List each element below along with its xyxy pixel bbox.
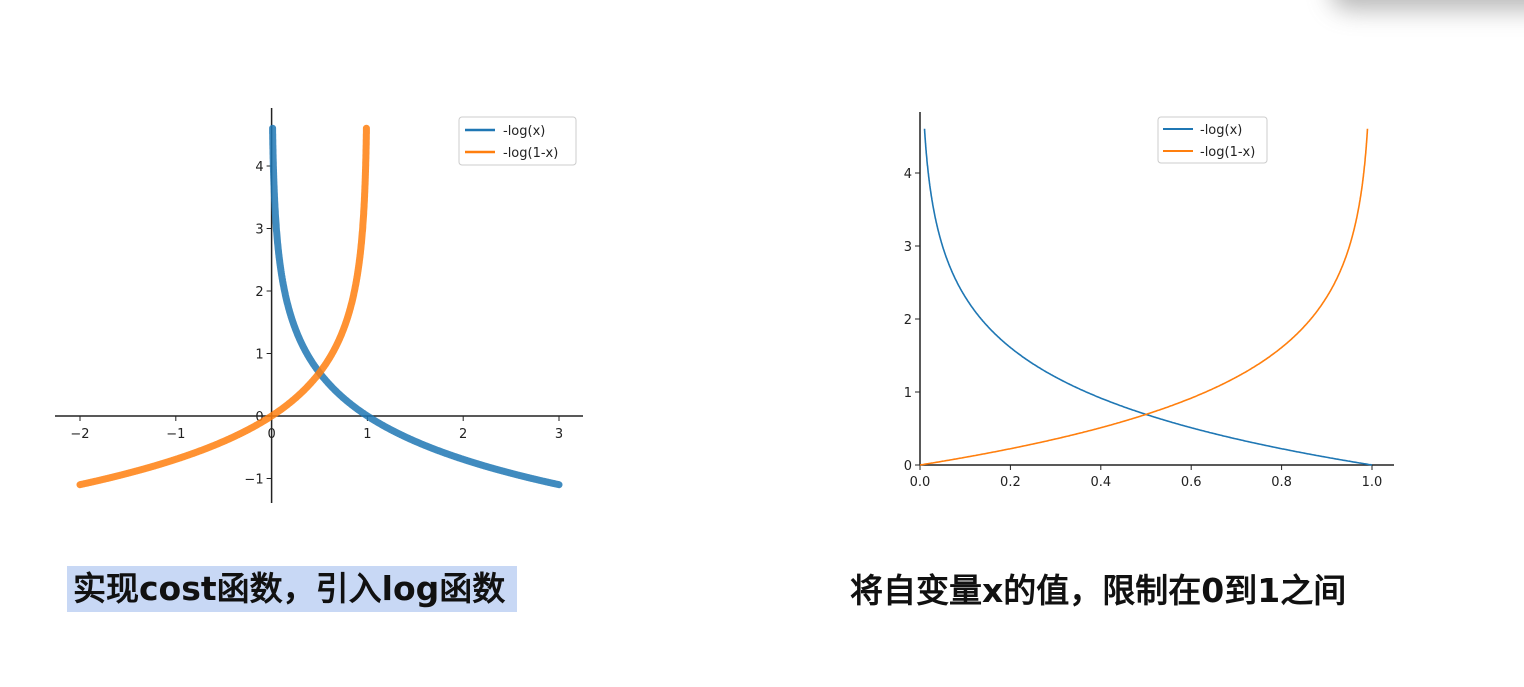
legend-label: -log(x) [1200, 123, 1242, 138]
x-tick-label: −1 [166, 427, 185, 442]
x-tick-label: 0.2 [1000, 475, 1021, 490]
x-tick-label: 0 [267, 427, 275, 442]
x-tick-label: 0.4 [1090, 475, 1111, 490]
caption-right: 将自变量x的值，限制在0到1之间 [850, 571, 1347, 610]
y-tick-label: 2 [255, 285, 263, 300]
y-tick-label: 1 [255, 348, 263, 363]
x-tick-label: −2 [70, 427, 89, 442]
x-tick-label: 0.6 [1181, 475, 1202, 490]
x-tick-label: 0.0 [910, 475, 931, 490]
top-corner-shadow [1330, 0, 1524, 10]
series-line-log-x [923, 128, 1373, 466]
y-tick-label: 4 [255, 160, 263, 175]
series-line-log-1-x [919, 128, 1369, 466]
y-tick-label: −1 [244, 473, 263, 488]
legend-label: -log(x) [503, 124, 545, 139]
x-tick-label: 0.8 [1271, 475, 1292, 490]
y-tick-label: 3 [255, 223, 263, 238]
x-tick-label: 3 [555, 427, 563, 442]
y-tick-label: 3 [904, 240, 912, 255]
y-tick-label: 4 [904, 167, 912, 182]
caption-left: 实现cost函数，引入log函数 [67, 566, 518, 612]
x-tick-label: 1 [363, 427, 371, 442]
series-line-log-1-x [76, 124, 370, 489]
legend-label: -log(1-x) [1200, 145, 1255, 160]
series-line-log-x [269, 124, 563, 489]
x-tick-label: 1.0 [1362, 475, 1383, 490]
y-tick-label: 0 [904, 459, 912, 474]
x-tick-label: 2 [459, 427, 467, 442]
y-tick-label: 2 [904, 313, 912, 328]
y-tick-label: 0 [255, 410, 263, 425]
y-tick-label: 1 [904, 386, 912, 401]
legend-label: -log(1-x) [503, 146, 558, 161]
